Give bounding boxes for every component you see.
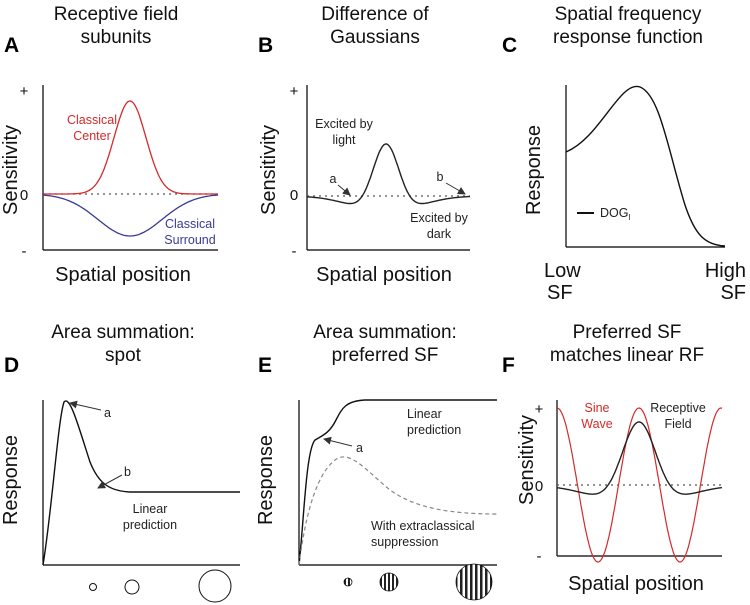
panel-b-xlabel: Spatial position <box>316 264 452 286</box>
panel-d-label: D <box>4 354 19 377</box>
panel-d-ylabel: Response <box>0 435 22 525</box>
panel-a-tick-minus: - <box>22 243 27 260</box>
panel-e-grating-small <box>343 577 353 587</box>
panel-e-title-line2: preferred SF <box>332 345 439 366</box>
panel-f-xlabel: Spatial position <box>568 573 704 595</box>
panel-f-rf-label-line2: Field <box>664 417 691 431</box>
panel-f-rf-label-line1: Receptive <box>650 401 706 415</box>
panel-b-dark-label-line1: Excited by <box>410 211 468 225</box>
panel-c-x-high-line2: SF <box>720 282 746 304</box>
panel-c-legend-subscript: l <box>628 213 630 222</box>
panel-b-tick-plus: + <box>290 83 299 100</box>
panel-e-title-line1: Area summation: <box>313 322 457 343</box>
panel-f-sine-label-line1: Sine <box>584 401 609 415</box>
panel-a-xlabel: Spatial position <box>55 264 191 286</box>
panel-c-title-line1: Spatial frequency <box>555 4 702 25</box>
panel-d-linear-label-line2: prediction <box>123 518 177 532</box>
panel-e: E Area summation: preferred SF Response … <box>255 322 498 601</box>
panel-b-title-line2: Gaussians <box>330 27 420 48</box>
panel-e-linear-label-line1: Linear <box>407 407 442 421</box>
panel-b-tick-zero: 0 <box>290 187 298 204</box>
panel-b-dark-label-line2: dark <box>427 227 452 241</box>
panel-f-title-line1: Preferred SF <box>573 322 682 343</box>
panel-f-rf-curve <box>556 421 723 495</box>
panel-a: A Receptive field subunits + 0 - Sensiti… <box>0 4 219 286</box>
panel-d-arrow-b-label: b <box>124 465 131 479</box>
panel-e-arrow-a <box>323 436 353 447</box>
panel-d-arrow-a-label: a <box>104 406 111 420</box>
panel-e-grating-medium <box>379 572 399 592</box>
panel-d-arrow-b <box>97 474 123 489</box>
panel-d-linear-label-line1: Linear <box>133 502 168 516</box>
panel-a-surround-label-line2: Surround <box>164 233 215 247</box>
panel-c-title-line2: response function <box>553 27 703 48</box>
panel-c-sf-curve <box>565 85 726 247</box>
panel-f-label: F <box>502 354 515 377</box>
panel-b-arrow-a <box>337 184 351 196</box>
panel-e-arrow-a-label: a <box>356 441 363 455</box>
panel-b-arrow-b <box>445 182 466 195</box>
panel-d-spot-large <box>198 569 232 603</box>
panel-b-arrow-b-label: b <box>437 170 444 184</box>
panel-c-label: C <box>502 34 517 57</box>
panel-f-tick-plus: + <box>535 401 544 418</box>
panel-f-tick-minus: - <box>537 548 542 565</box>
panel-d: D Area summation: spot Response a b Line… <box>0 322 240 603</box>
panel-d-title-line2: spot <box>105 345 142 366</box>
panel-c-legend-label: DOGl <box>600 206 630 222</box>
panel-a-tick-zero: 0 <box>20 187 28 204</box>
panel-b-arrow-a-label: a <box>330 172 337 186</box>
panel-c-x-low-line1: Low <box>544 260 581 282</box>
panel-e-linear-label-line2: prediction <box>407 423 461 437</box>
panel-c-x-low-line2: SF <box>547 282 573 304</box>
panel-b: B Difference of Gaussians + 0 - Sensitiv… <box>258 4 471 286</box>
panel-f-title-line2: matches linear RF <box>550 345 704 366</box>
panel-b-light-label-line2: light <box>333 133 356 147</box>
panel-b-dog-curve <box>306 143 471 205</box>
panel-f-sine-label-line2: Wave <box>581 417 613 431</box>
panel-e-supp-label-line1: With extraclassical <box>371 519 475 533</box>
panel-f-sine-curve <box>556 407 723 563</box>
panel-e-grating-large <box>455 563 493 601</box>
panel-a-center-curve <box>43 100 218 195</box>
panel-b-label: B <box>258 34 273 57</box>
panel-c: C Spatial frequency response function Re… <box>502 4 746 304</box>
panel-b-tick-minus: - <box>292 243 297 260</box>
panel-a-center-label-line1: Classical <box>67 113 117 127</box>
panel-d-area-curve <box>42 400 240 566</box>
panel-e-ylabel: Response <box>255 435 277 525</box>
panel-c-x-high-line1: High <box>705 260 746 282</box>
panel-f: F Preferred SF matches linear RF + 0 - S… <box>502 322 723 595</box>
panel-a-title-line1: Receptive field <box>54 4 179 25</box>
panel-d-spot-small <box>89 583 97 591</box>
panel-b-ylabel: Sensitivity <box>258 125 280 215</box>
panel-d-arrow-a <box>69 400 102 411</box>
panel-e-label: E <box>258 354 272 377</box>
panel-b-light-label-line1: Excited by <box>315 117 373 131</box>
panel-e-supp-label-line2: suppression <box>371 535 438 549</box>
panel-a-label: A <box>4 34 19 57</box>
panel-c-legend-text: DOG <box>600 206 628 220</box>
panel-a-center-label-line2: Center <box>73 129 111 143</box>
panel-a-surround-curve <box>42 194 219 237</box>
panel-f-ylabel: Sensitivity <box>516 415 538 505</box>
panel-a-surround-label-line1: Classical <box>165 217 215 231</box>
panel-f-tick-zero: 0 <box>535 478 543 495</box>
panel-a-ylabel: Sensitivity <box>0 125 22 215</box>
panel-a-tick-plus: + <box>20 83 29 100</box>
panel-d-spot-medium <box>124 579 140 595</box>
panel-a-title-line2: subunits <box>81 27 152 48</box>
panel-b-title-line1: Difference of <box>321 4 429 25</box>
panel-e-linear-curve <box>298 399 497 566</box>
panel-d-title-line1: Area summation: <box>51 322 195 343</box>
panel-c-ylabel: Response <box>523 125 545 215</box>
panel-e-suppression-curve <box>298 456 498 566</box>
